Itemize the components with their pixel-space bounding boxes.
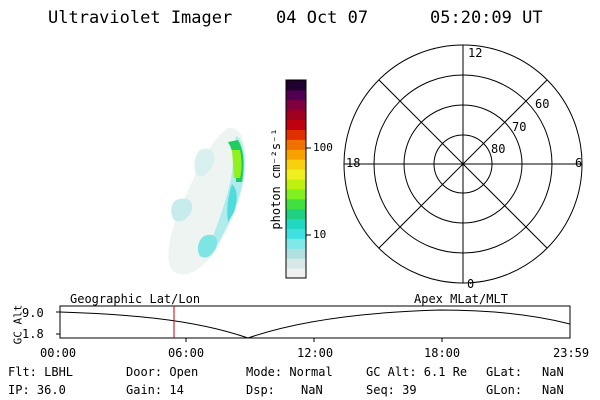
colorbar-segment bbox=[286, 198, 306, 210]
status-dsp: Dsp: bbox=[246, 383, 275, 397]
status-glon: GLon: bbox=[486, 383, 523, 397]
y-tick-9: 9.0 bbox=[22, 306, 44, 320]
mlt-label-12: 12 bbox=[468, 46, 483, 60]
status-filter: Flt: LBHL bbox=[8, 365, 74, 379]
y-tick-1.8: 1.8 bbox=[22, 327, 44, 341]
status-door: Door: Open bbox=[126, 365, 199, 379]
lat-label-70: 70 bbox=[512, 120, 527, 134]
colorbar-label: photon cm⁻²s⁻¹ bbox=[269, 128, 283, 230]
lat-label-80: 80 bbox=[491, 142, 506, 156]
auroral-image bbox=[168, 127, 246, 275]
colorbar-segment bbox=[286, 248, 306, 259]
polar-grid bbox=[343, 44, 583, 284]
timeline-panel bbox=[56, 305, 571, 342]
colorbar-segment bbox=[286, 179, 306, 190]
colorbar-tick-label-100: 100 bbox=[313, 141, 333, 154]
x-tick-1800: 18:00 bbox=[424, 346, 461, 360]
colorbar-segment bbox=[286, 188, 306, 200]
status-mode: Mode: Normal bbox=[246, 365, 333, 379]
gc-alt-axis-label: GC Alt bbox=[11, 304, 25, 345]
mlt-label-0: 0 bbox=[467, 277, 475, 291]
colorbar-segment bbox=[286, 99, 306, 111]
colorbar-segment bbox=[286, 228, 306, 239]
status-glat-value: NaN bbox=[542, 365, 564, 379]
status-glon-value: NaN bbox=[542, 383, 564, 397]
lat-label-60: 60 bbox=[535, 97, 550, 111]
x-tick-0000: 00:00 bbox=[40, 346, 77, 360]
colorbar-frame bbox=[285, 79, 307, 279]
colorbar-segment bbox=[286, 238, 306, 249]
colorbar-segment bbox=[286, 149, 306, 160]
status-dsp-value: NaN bbox=[301, 383, 323, 397]
colorbar-segment bbox=[286, 159, 306, 170]
mlt-label-6: 6 bbox=[575, 156, 583, 170]
status-gc-alt: GC Alt: 6.1 Re bbox=[366, 365, 468, 379]
status-seq: Seq: 39 bbox=[366, 383, 417, 397]
colorbar-segment bbox=[286, 169, 306, 180]
time-label: 05:20:09 UT bbox=[430, 8, 543, 28]
colorbar-segment bbox=[286, 218, 306, 229]
colorbar-segment bbox=[286, 109, 306, 121]
x-tick-0600: 06:00 bbox=[168, 346, 205, 360]
colorbar-segment bbox=[286, 268, 306, 279]
instrument-title: Ultraviolet Imager bbox=[48, 8, 233, 28]
status-glat: GLat: bbox=[486, 365, 523, 379]
colorbar bbox=[286, 80, 306, 279]
colorbar-segment bbox=[286, 80, 306, 91]
x-tick-2359: 23:59 bbox=[553, 346, 590, 360]
colorbar-segment bbox=[286, 139, 306, 150]
mlt-label-18: 18 bbox=[346, 156, 361, 170]
colorbar-segment bbox=[286, 89, 306, 101]
apex-label: Apex MLat/MLT bbox=[414, 292, 508, 306]
colorbar-tick-label-10: 10 bbox=[313, 228, 327, 241]
geographic-label: Geographic Lat/Lon bbox=[70, 292, 201, 306]
colorbar-segment bbox=[286, 208, 306, 220]
colorbar-segment bbox=[286, 119, 306, 130]
date-label: 04 Oct 07 bbox=[276, 8, 369, 28]
status-gain: Gain: 14 bbox=[126, 383, 184, 397]
status-ip: IP: 36.0 bbox=[8, 383, 66, 397]
colorbar-segment bbox=[286, 258, 306, 269]
colorbar-segment bbox=[286, 129, 306, 140]
x-tick-1200: 12:00 bbox=[297, 346, 334, 360]
